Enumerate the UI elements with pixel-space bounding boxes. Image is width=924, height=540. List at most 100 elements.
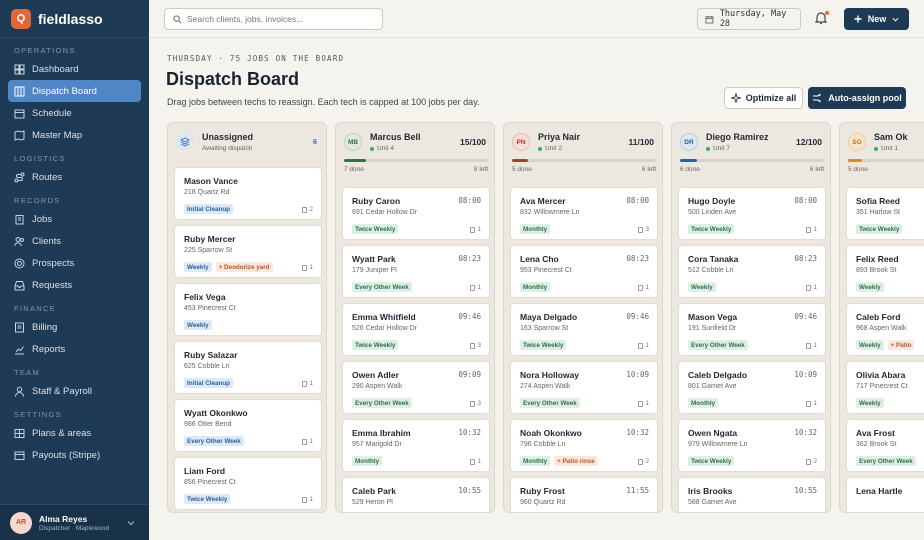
sidebar-item-jobs[interactable]: Jobs bbox=[8, 208, 141, 230]
job-address: 856 Pinecrest Ct bbox=[184, 479, 236, 486]
sidebar-item-master-map[interactable]: Master Map bbox=[8, 124, 141, 146]
sidebar-item-schedule[interactable]: Schedule bbox=[8, 102, 141, 124]
new-button[interactable]: New bbox=[844, 8, 909, 30]
tag-list: Weekly + Patio bbox=[856, 340, 915, 350]
date-picker[interactable]: Thursday, May 28 bbox=[697, 8, 801, 30]
job-card[interactable]: Emma Ibrahim 10:32 957 Marigold Dr Month… bbox=[342, 419, 490, 472]
status-dot bbox=[706, 146, 710, 151]
tech-column[interactable]: SO Sam Ok Unit 1 5 done Sofia Reed 351 H… bbox=[839, 122, 924, 513]
document-icon bbox=[806, 400, 812, 407]
job-card[interactable]: Wyatt Okonkwo 986 Otter Bend Every Other… bbox=[174, 399, 322, 452]
client-name: Wyatt Okonkwo bbox=[184, 408, 248, 418]
job-time: 10:32 bbox=[458, 428, 481, 437]
sidebar-item-reports[interactable]: Reports bbox=[8, 338, 141, 360]
job-card[interactable]: Noah Okonkwo 10:32 796 Cobble Ln Monthly… bbox=[510, 419, 658, 472]
tech-column[interactable]: PN Priya Nair Unit 2 11/100 5 done 6 left… bbox=[503, 122, 663, 513]
notes-count: 2 bbox=[302, 206, 313, 213]
job-card[interactable]: Owen Adler 09:09 290 Aspen Walk Every Ot… bbox=[342, 361, 490, 414]
job-card[interactable]: Caleb Delgado 10:09 801 Garnet Ave Month… bbox=[678, 361, 826, 414]
job-card[interactable]: Ruby Mercer 225 Sparrow St Weekly + Deodo… bbox=[174, 225, 322, 278]
tag-list: Every Other Week bbox=[520, 398, 580, 408]
sidebar-item-staff-payroll[interactable]: Staff & Payroll bbox=[8, 380, 141, 402]
job-card[interactable]: Iris Brooks 10:55 588 Garnet Ave bbox=[678, 477, 826, 512]
job-card[interactable]: Ava Frost 362 Brook St Every Other Week bbox=[846, 419, 924, 472]
job-card[interactable]: Olivia Abara 717 Pinecrest Ct Weekly bbox=[846, 361, 924, 414]
notes-count: 3 bbox=[470, 342, 481, 349]
job-address: 691 Cedar Hollow Dr bbox=[352, 209, 417, 216]
optimize-all-button[interactable]: Optimize all bbox=[724, 87, 803, 109]
sidebar-item-plans-areas[interactable]: Plans & areas bbox=[8, 422, 141, 444]
job-card[interactable]: Mason Vega 09:46 191 Sunfield Dr Every O… bbox=[678, 303, 826, 356]
sidebar-item-billing[interactable]: Billing bbox=[8, 316, 141, 338]
unassigned-column[interactable]: Unassigned Awaiting dispatch 6 Mason Van… bbox=[167, 122, 327, 513]
tech-column[interactable]: MB Marcus Bell Unit 4 15/100 7 done 8 lef… bbox=[335, 122, 495, 513]
job-card[interactable]: Ava Mercer 08:00 832 Willowmere Ln Month… bbox=[510, 187, 658, 240]
client-name: Mason Vega bbox=[688, 312, 738, 322]
search-input[interactable] bbox=[187, 14, 367, 24]
job-card[interactable]: Caleb Ford 968 Aspen Walk Weekly + Patio bbox=[846, 303, 924, 356]
brand[interactable]: fieldlasso bbox=[0, 0, 149, 38]
left-count: 6 left bbox=[641, 166, 656, 173]
sidebar-item-dispatch-board[interactable]: Dispatch Board bbox=[8, 80, 141, 102]
job-card[interactable]: Felix Vega 453 Pinecrest Ct Weekly bbox=[174, 283, 322, 336]
job-card[interactable]: Owen Ngata 10:32 979 Willowmere Ln Twice… bbox=[678, 419, 826, 472]
sidebar-item-routes[interactable]: Routes bbox=[8, 166, 141, 188]
job-card[interactable]: Felix Reed 893 Brook St Weekly bbox=[846, 245, 924, 298]
notes-count-value: 3 bbox=[477, 342, 481, 349]
column-subtitle-text: Awaiting dispatch bbox=[202, 145, 253, 152]
capacity-bar-fill bbox=[848, 159, 863, 162]
client-name: Emma Ibrahim bbox=[352, 428, 411, 438]
job-address: 832 Willowmere Ln bbox=[520, 209, 580, 216]
tech-unit-label: Unit 2 bbox=[545, 145, 562, 152]
job-address: 218 Quartz Rd bbox=[184, 189, 230, 196]
job-card[interactable]: Wyatt Park 08:23 179 Juniper Pl Every Ot… bbox=[342, 245, 490, 298]
tag-list: Weekly bbox=[856, 282, 884, 292]
notes-count: 2 bbox=[806, 458, 817, 465]
client-name: Hugo Doyle bbox=[688, 196, 736, 206]
tag: Monthly bbox=[352, 456, 383, 466]
notes-count-value: 3 bbox=[645, 226, 649, 233]
job-card[interactable]: Ruby Frost 11:55 960 Quartz Rd bbox=[510, 477, 658, 512]
tech-name: Priya Nair bbox=[538, 132, 581, 142]
job-card[interactable]: Emma Whitfield 09:46 526 Cedar Hollow Dr… bbox=[342, 303, 490, 356]
tech-unit: Unit 1 bbox=[874, 145, 898, 152]
sidebar-item-payouts-stripe[interactable]: Payouts (Stripe) bbox=[8, 444, 141, 466]
tech-column[interactable]: DR Diego Ramirez Unit 7 12/100 6 done 6 l… bbox=[671, 122, 831, 513]
job-card[interactable]: Lena Hartle bbox=[846, 477, 924, 512]
job-card[interactable]: Liam Ford 856 Pinecrest Ct Twice Weekly … bbox=[174, 457, 322, 510]
job-card[interactable]: Nora Holloway 10:09 274 Aspen Walk Every… bbox=[510, 361, 658, 414]
auto-assign-button[interactable]: Auto-assign pool bbox=[808, 87, 906, 109]
document-icon bbox=[638, 226, 644, 233]
person-icon bbox=[15, 386, 24, 397]
job-card[interactable]: Ruby Salazar 625 Cobble Ln Initial Clean… bbox=[174, 341, 322, 394]
job-address: 529 Heron Pl bbox=[352, 499, 393, 506]
job-card[interactable]: Cora Tanaka 08:23 512 Cobble Ln Weekly 1 bbox=[678, 245, 826, 298]
job-card[interactable]: Ruby Caron 08:00 691 Cedar Hollow Dr Twi… bbox=[342, 187, 490, 240]
tag: + Patio bbox=[887, 340, 915, 350]
job-card[interactable]: Hugo Doyle 08:00 500 Linden Ave Twice We… bbox=[678, 187, 826, 240]
capacity-bar-fill bbox=[344, 159, 366, 162]
tech-unit-label: Unit 1 bbox=[881, 145, 898, 152]
user-menu[interactable]: AR Alma Reyes Dispatcher · Maplewood bbox=[0, 504, 149, 540]
sidebar-item-requests[interactable]: Requests bbox=[8, 274, 141, 296]
sidebar-item-label: Staff & Payroll bbox=[32, 385, 93, 397]
job-card[interactable]: Mason Vance 218 Quartz Rd Initial Cleanu… bbox=[174, 167, 322, 220]
sidebar-item-prospects[interactable]: Prospects bbox=[8, 252, 141, 274]
job-card[interactable]: Sofia Reed 351 Harlow St Twice Weekly 1 bbox=[846, 187, 924, 240]
notifications-button[interactable] bbox=[814, 11, 829, 27]
tag-list: Twice Weekly bbox=[184, 494, 231, 504]
document-icon bbox=[638, 284, 644, 291]
job-card[interactable]: Maya Delgado 09:46 163 Sparrow St Twice … bbox=[510, 303, 658, 356]
sidebar-item-clients[interactable]: Clients bbox=[8, 230, 141, 252]
search-box[interactable] bbox=[164, 8, 383, 30]
tech-unit: Unit 7 bbox=[706, 145, 730, 152]
tag: Twice Weekly bbox=[688, 456, 735, 466]
notes-count-value: 1 bbox=[813, 226, 817, 233]
sidebar-item-dashboard[interactable]: Dashboard bbox=[8, 58, 141, 80]
job-card[interactable]: Caleb Park 10:55 529 Heron Pl bbox=[342, 477, 490, 512]
tag: Every Other Week bbox=[352, 282, 412, 292]
client-name: Noah Okonkwo bbox=[520, 428, 582, 438]
notes-count: 1 bbox=[302, 496, 313, 503]
job-card[interactable]: Lena Cho 08:23 953 Pinecrest Ct Monthly … bbox=[510, 245, 658, 298]
job-time: 08:00 bbox=[794, 196, 817, 205]
